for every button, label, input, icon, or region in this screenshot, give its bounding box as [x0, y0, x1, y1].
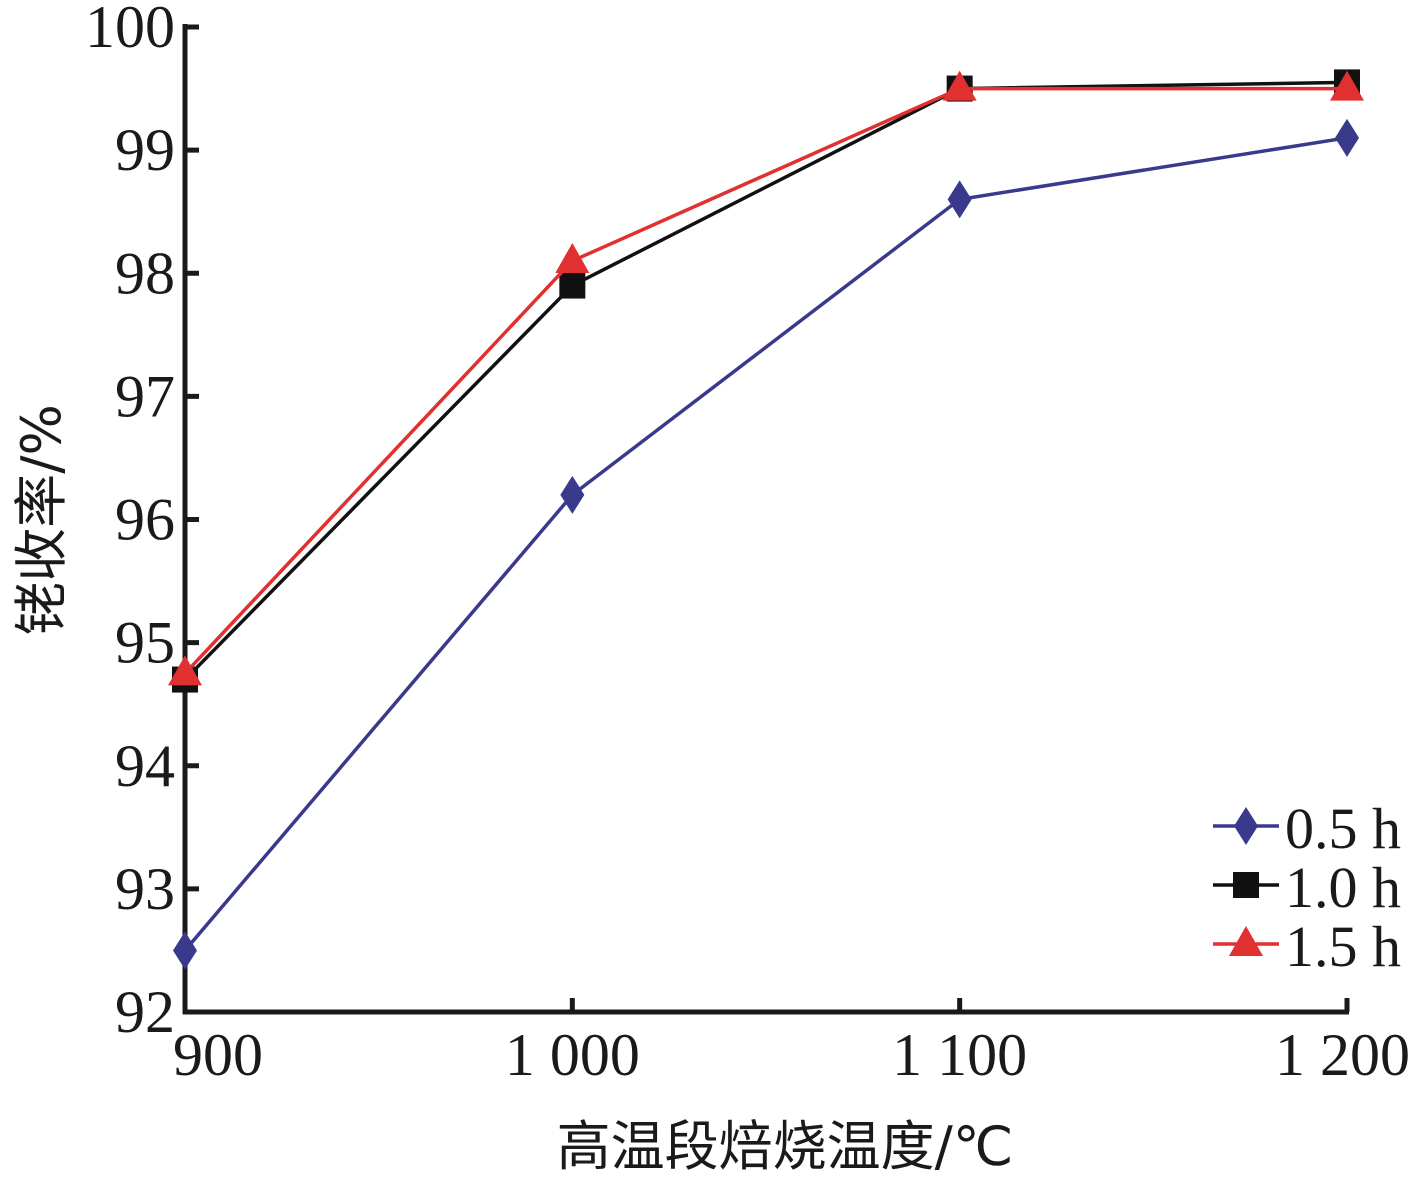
- data-point: [1330, 70, 1364, 101]
- series-triangle: [168, 70, 1364, 686]
- axes: 92 93 94 95 96 97 98 99 100 900 1 000 1 100 1 200: [85, 0, 1410, 1088]
- x-axis-title: 高温段焙烧温度/℃: [557, 1115, 1014, 1178]
- data-point: [1335, 118, 1359, 157]
- x-tick-label: 1 100: [892, 1022, 1027, 1088]
- y-tick-label: 92: [115, 979, 175, 1045]
- y-ticks: 92 93 94 95 96 97 98 99 100: [85, 0, 199, 1045]
- legend-item: 1.5 h: [1213, 914, 1401, 979]
- legend-label: 1.5 h: [1285, 914, 1401, 979]
- y-tick-label: 94: [115, 733, 175, 799]
- y-tick-label: 95: [115, 610, 175, 676]
- x-tick-label: 1 000: [505, 1022, 640, 1088]
- series-line: [183, 86, 1347, 675]
- legend: 0.5 h1.0 h1.5 h: [1213, 796, 1401, 979]
- series-diamond: [173, 118, 1359, 970]
- y-tick-label: 97: [115, 363, 175, 429]
- data-point: [560, 475, 585, 514]
- series-line: [183, 80, 1348, 681]
- y-tick-label: 98: [115, 240, 175, 306]
- legend-swatch-marker: [1233, 872, 1259, 898]
- legend-label: 1.0 h: [1285, 855, 1401, 920]
- data-point: [947, 180, 972, 219]
- x-tick-label: 900: [173, 1022, 263, 1088]
- y-tick-label: 96: [115, 487, 175, 553]
- x-ticks: 900 1 000 1 100 1 200: [173, 998, 1410, 1088]
- legend-item: 1.0 h: [1213, 855, 1401, 920]
- legend-swatch-marker: [1229, 926, 1263, 956]
- legend-swatch-marker: [1234, 807, 1258, 845]
- series-layer: [168, 69, 1364, 970]
- data-point: [555, 242, 590, 273]
- legend-label: 0.5 h: [1285, 796, 1401, 861]
- y-tick-label: 100: [85, 0, 175, 60]
- data-point: [559, 272, 586, 299]
- series-line: [183, 136, 1348, 952]
- y-tick-label: 99: [115, 117, 175, 183]
- x-tick-label: 1 200: [1275, 1022, 1410, 1088]
- y-axis-title: 铑收率/%: [10, 404, 73, 636]
- legend-item: 0.5 h: [1213, 796, 1401, 861]
- data-point: [942, 70, 977, 101]
- y-tick-label: 93: [115, 856, 175, 922]
- data-point: [168, 655, 202, 686]
- data-point: [173, 931, 197, 970]
